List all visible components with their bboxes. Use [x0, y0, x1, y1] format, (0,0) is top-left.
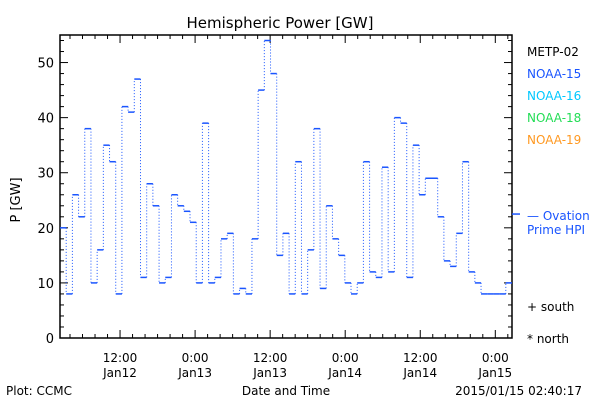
footer-left: Plot: CCMC — [6, 384, 72, 398]
y-axis-label: P [GW] — [9, 177, 24, 222]
x-tick-date: Jan12 — [102, 366, 137, 380]
legend-metp-02: METP-02 — [527, 45, 579, 59]
legend-north: * north — [527, 332, 569, 346]
chart-title: Hemispheric Power [GW] — [187, 14, 374, 32]
x-tick-date: Jan15 — [477, 366, 512, 380]
x-tick-date: Jan14 — [402, 366, 437, 380]
legend-noaa-19: NOAA-19 — [527, 133, 581, 147]
x-tick-time: 0:00 — [482, 351, 509, 365]
legend-noaa-18: NOAA-18 — [527, 111, 581, 125]
x-tick-date: Jan13 — [177, 366, 212, 380]
x-tick-date: Jan14 — [327, 366, 362, 380]
x-tick-time: 12:00 — [103, 351, 138, 365]
legend-noaa-15: NOAA-15 — [527, 67, 581, 81]
x-tick-time: 12:00 — [253, 351, 288, 365]
ovation-label-2: Prime HPI — [527, 223, 585, 237]
x-tick-time: 0:00 — [332, 351, 359, 365]
legend-noaa-16: NOAA-16 — [527, 89, 581, 103]
plot-frame — [59, 34, 513, 339]
footer-right: 2015/01/15 02:40:17 — [455, 384, 582, 398]
x-tick-date: Jan13 — [252, 366, 287, 380]
y-tick-label: 20 — [37, 222, 54, 237]
y-tick-label: 10 — [37, 277, 54, 292]
y-tick-label: 50 — [37, 57, 54, 72]
x-tick-time: 12:00 — [403, 351, 438, 365]
x-axis-label: Date and Time — [242, 384, 330, 398]
legend-south: + south — [527, 300, 574, 314]
x-tick-time: 0:00 — [182, 351, 209, 365]
ovation-label-1: — Ovation — [527, 209, 590, 223]
y-tick-label: 30 — [37, 167, 54, 182]
y-tick-label: 40 — [37, 112, 54, 127]
y-tick-label: 0 — [46, 332, 54, 347]
